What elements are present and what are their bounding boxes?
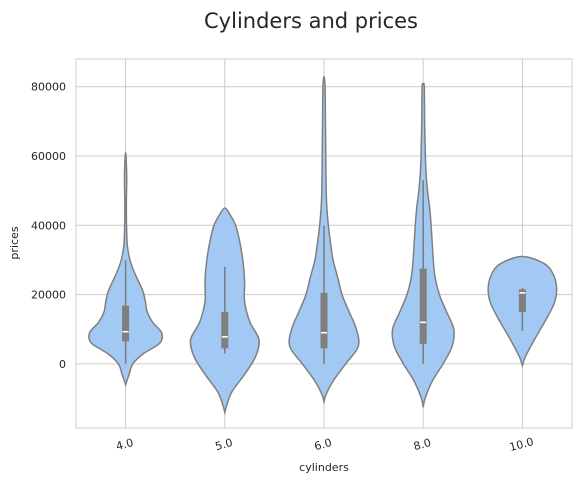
y-tick-label: 80000: [31, 81, 66, 94]
violin-iqr-box: [419, 268, 427, 344]
violin-iqr-box: [518, 289, 526, 312]
chart-title: Cylinders and prices: [204, 9, 418, 33]
x-tick-label: 10.0: [508, 435, 535, 454]
y-tick-label: 60000: [31, 150, 66, 163]
x-tick-labels: 4.0 5.0 6.0 8.0 10.0: [115, 435, 535, 454]
x-tick-label: 5.0: [214, 436, 234, 453]
x-tick-label: 6.0: [313, 436, 333, 453]
violin-iqr-box: [122, 305, 130, 342]
y-tick-label: 40000: [31, 219, 66, 232]
x-tick-label: 4.0: [115, 436, 135, 453]
violin-iqr-box: [320, 292, 328, 349]
violins-group: [88, 75, 558, 416]
y-tick-labels: 0 20000 40000 60000 80000: [31, 81, 66, 371]
violin-iqr-box: [221, 311, 229, 349]
y-tick-label: 20000: [31, 289, 66, 302]
y-axis-label: prices: [8, 226, 21, 259]
x-tick-label: 8.0: [412, 436, 432, 453]
y-tick-label: 0: [59, 358, 66, 371]
x-axis-label: cylinders: [299, 461, 349, 474]
